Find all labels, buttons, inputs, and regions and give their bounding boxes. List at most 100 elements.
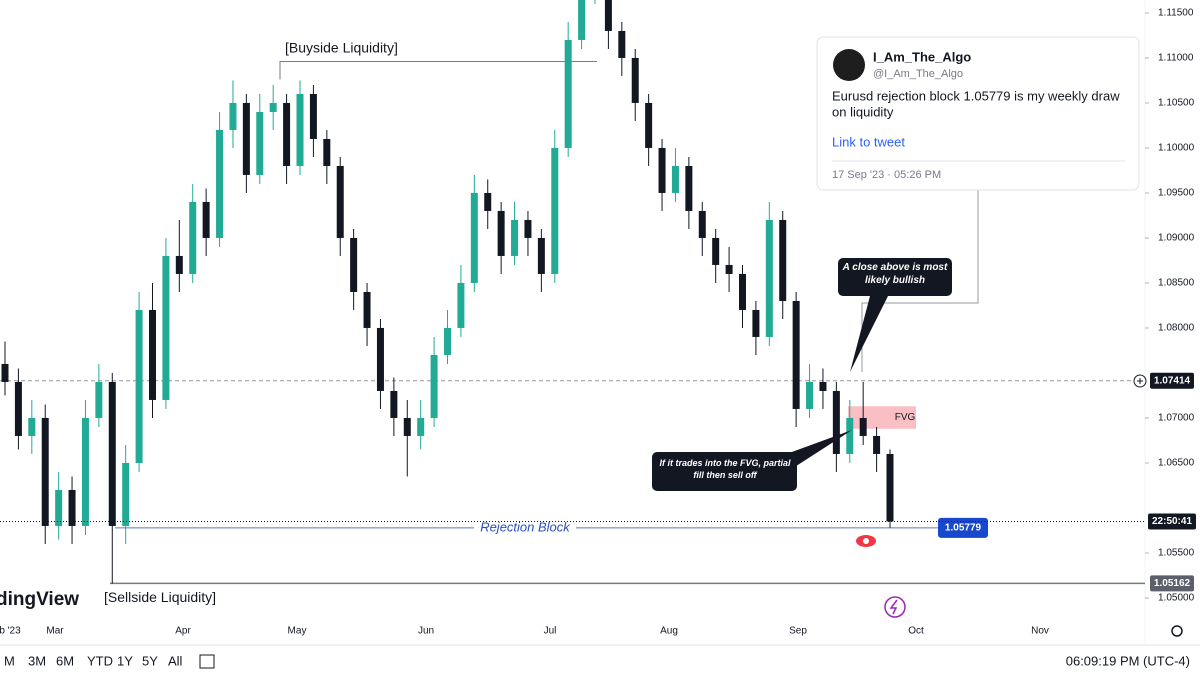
candle-body [497, 210, 505, 256]
candle-body [470, 192, 478, 283]
candle-body [269, 102, 277, 112]
candle-body [578, 0, 586, 40]
y-tick-label: 1.07000 [1158, 413, 1195, 424]
candle-body [604, 0, 612, 31]
range-button[interactable]: 1Y [117, 653, 133, 668]
candle-body [859, 417, 867, 436]
candle-body [309, 93, 317, 139]
candle-body [752, 309, 760, 337]
candle-body [363, 291, 371, 328]
y-tick-label: 1.08000 [1158, 323, 1195, 334]
add-alert-button[interactable] [1133, 374, 1147, 388]
y-tick-label: 1.11500 [1158, 8, 1194, 19]
candle-body [457, 282, 465, 328]
candle-body [537, 237, 545, 274]
clock: 06:09:19 PM (UTC-4) [1066, 653, 1190, 668]
candle-body [484, 192, 492, 211]
date-range-icon[interactable] [199, 654, 215, 669]
tweet-card [816, 36, 1140, 191]
x-tick-label: May [288, 626, 307, 637]
candle-body [645, 102, 653, 148]
candle-body [551, 147, 559, 274]
candle-body [28, 417, 36, 436]
countdown: 22:50:41 [1152, 516, 1192, 527]
candle-body [417, 417, 425, 436]
candle-body [524, 219, 532, 238]
candle-body [779, 219, 787, 301]
candle-body [216, 129, 224, 238]
x-tick-label: Nov [1031, 626, 1049, 637]
callout [838, 258, 952, 296]
candle-body [1, 363, 9, 382]
candle-body [403, 417, 411, 436]
candle-body [81, 417, 89, 526]
range-button[interactable]: M [4, 653, 15, 668]
candle-body [229, 102, 237, 130]
candle-body [296, 93, 304, 166]
candle-body [792, 300, 800, 409]
candle-body [41, 417, 49, 526]
candle-body [68, 489, 76, 526]
candle-body [806, 381, 814, 409]
range-button[interactable]: All [168, 653, 183, 668]
price-badge [1150, 575, 1194, 592]
callout-text: A close above is most likely bullish [842, 262, 948, 286]
callout-text-box: If it trades into the FVG, partial fill … [659, 458, 791, 480]
candle-body [739, 273, 746, 310]
range-button[interactable]: 5Y [142, 653, 158, 668]
candle-body [189, 201, 197, 274]
tweet-handle: @I_Am_The_Algo [873, 68, 963, 80]
range-button[interactable]: 3M [28, 653, 46, 668]
x-tick-label: b '23 [0, 626, 21, 637]
y-tick-label: 1.08500 [1158, 278, 1195, 289]
x-tick-label: Apr [175, 626, 191, 637]
eye-icon[interactable] [856, 535, 876, 547]
rejection-label: Rejection Block [480, 519, 571, 534]
rejection-price: 1.05779 [945, 522, 982, 533]
range-button[interactable]: YTD [87, 653, 113, 668]
buyside-label: [Buyside Liquidity] [285, 39, 398, 55]
buyside-line [279, 61, 597, 80]
x-tick-label: Jun [418, 626, 434, 637]
settings-icon[interactable] [1171, 625, 1183, 637]
candle-body [95, 381, 103, 418]
candle-body [242, 102, 250, 175]
candle-body [725, 264, 733, 274]
y-tick-label: 1.05000 [1158, 593, 1195, 604]
x-tick-label: Sep [789, 626, 807, 637]
y-tick-label: 1.06500 [1158, 458, 1195, 469]
candle-body [618, 30, 626, 58]
candle-body [122, 462, 130, 526]
candle-body [698, 210, 706, 238]
x-tick-label: Oct [908, 626, 924, 637]
candle-body [55, 489, 63, 526]
fvg-label: FVG [895, 412, 916, 423]
candle-body [658, 147, 666, 193]
range-button[interactable]: 6M [56, 653, 74, 668]
price-badge [1150, 372, 1194, 389]
price-badge [1148, 513, 1196, 530]
candle-body [886, 453, 894, 522]
callout-text: If it trades into the FVG, partial fill … [659, 458, 791, 480]
candle-body [671, 165, 679, 193]
candle-body [323, 138, 331, 166]
candle-body [819, 381, 827, 391]
candle-body [108, 381, 116, 526]
candle-body [149, 309, 156, 400]
replay-icon[interactable] [884, 596, 906, 618]
x-tick-label: Aug [660, 626, 678, 637]
tweet-link[interactable]: Link to tweet [832, 134, 905, 149]
y-tick-label: 1.09500 [1158, 188, 1195, 199]
candle-body [14, 381, 22, 436]
candle-body [256, 111, 264, 175]
y-tick-label: 1.10000 [1158, 143, 1195, 154]
candle-body [390, 390, 398, 418]
y-tick-label: 1.05500 [1158, 548, 1195, 559]
candle-body [135, 309, 143, 463]
candle-body [712, 237, 720, 265]
tweet-text: on liquidity [832, 104, 894, 119]
candle-body [283, 102, 291, 166]
candle-body [765, 219, 773, 337]
sellside-price: 1.05162 [1154, 578, 1191, 589]
y-tick-label: 1.09000 [1158, 233, 1195, 244]
